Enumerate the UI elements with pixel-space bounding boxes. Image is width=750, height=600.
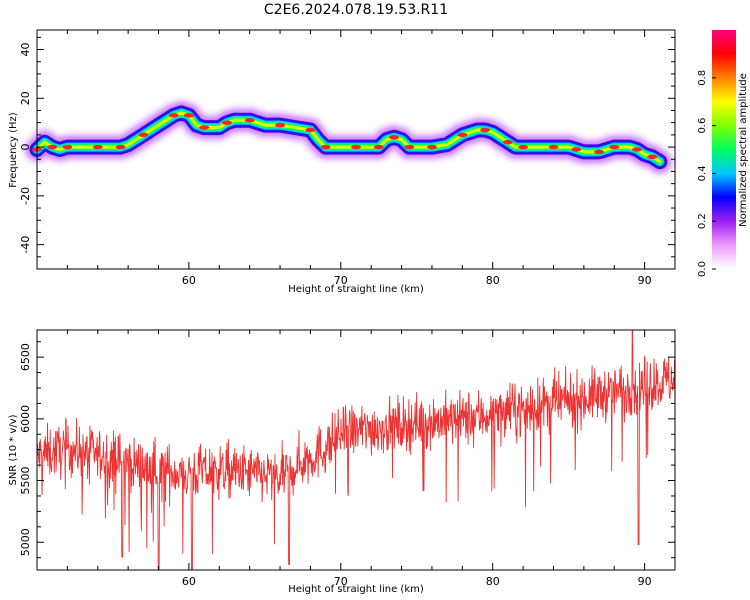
- snr-ytick-label: 6500: [19, 343, 32, 371]
- snr-ylabel: SNR (10 * v/v): [8, 414, 19, 485]
- spectrogram-ytick-label: 0: [19, 144, 32, 151]
- snr-xtick-label: 60: [182, 575, 196, 588]
- ridge-peak: [305, 127, 316, 133]
- ridge-peak: [320, 144, 331, 150]
- ridge-peak: [115, 144, 126, 150]
- ridge-peak: [480, 127, 491, 133]
- snr-xtick-label: 90: [638, 575, 652, 588]
- colorbar-label: Normalized spectral amplitude: [738, 73, 749, 227]
- colorbar-tick-label: 0.8: [697, 70, 708, 86]
- snr-line: [36, 329, 676, 571]
- ridge-peak: [548, 144, 559, 150]
- ridge-peak: [571, 147, 582, 152]
- ridge-peak: [647, 154, 658, 160]
- snr-series: [36, 329, 676, 571]
- ridge-peak: [502, 139, 513, 145]
- snr-xtick-label: 70: [334, 575, 348, 588]
- ridge-peak: [594, 149, 605, 155]
- snr-plot-area: [37, 330, 675, 570]
- colorbar: 0.0 0.2 0.4 0.6 0.8 Normalized spectral ampl…: [697, 30, 749, 277]
- ridge-peak: [518, 144, 529, 150]
- spectrogram-ytick-label: 20: [19, 91, 32, 105]
- colorbar-tick-label: 0.2: [697, 213, 708, 229]
- spectrogram-xtick-label: 90: [638, 274, 652, 287]
- spectrogram-ylabel: Frequency (Hz): [8, 112, 19, 188]
- ridge-peak: [609, 144, 620, 150]
- ridge-peak: [275, 122, 286, 128]
- spectrogram-xtick-label: 70: [334, 274, 348, 287]
- ridge-peak: [373, 144, 384, 150]
- spectrogram-ticks: 60 70 80 90 -40 -20 0 20 40: [19, 30, 676, 287]
- ridge-peak: [221, 120, 232, 125]
- spectrogram-xlabel: Height of straight line (km): [288, 284, 424, 295]
- colorbar-tick-label: 0.4: [697, 165, 708, 181]
- spectrogram-xtick-label: 60: [182, 274, 196, 287]
- snr-xlabel: Height of straight line (km): [288, 584, 424, 595]
- snr-ytick-label: 5500: [19, 467, 32, 495]
- ridge-peak: [199, 125, 210, 130]
- snr-ytick-label: 5000: [19, 528, 32, 556]
- ridge-peak: [404, 144, 415, 150]
- colorbar-scale: [712, 30, 736, 269]
- ridge-peak: [632, 147, 643, 152]
- ridge-peak: [138, 132, 149, 138]
- ridge-peak: [92, 144, 103, 150]
- ridge-peak: [388, 135, 399, 140]
- colorbar-ticks: 0.0 0.2 0.4 0.6 0.8: [697, 70, 716, 277]
- ridge-peak: [351, 144, 361, 150]
- snr-xtick-label: 80: [486, 575, 500, 588]
- spectrogram-xtick-label: 80: [486, 274, 500, 287]
- spectrogram-ytick-label: -20: [19, 187, 32, 205]
- spectrogram-panel: 60 70 80 90 -40 -20 0 20 40 Height of straight l…: [8, 29, 676, 295]
- ridge-peak: [168, 113, 179, 118]
- spectrogram-frame: [36, 29, 676, 270]
- ridge-peak: [62, 144, 73, 150]
- ridge-peak: [457, 132, 468, 138]
- figure-title: C2E6.2024.078.19.53.R11: [264, 2, 448, 18]
- spectral-ridge: [22, 97, 675, 177]
- colorbar-tick-label: 0.0: [697, 261, 708, 277]
- colorbar-tick-label: 0.6: [697, 118, 708, 134]
- ridge-peak: [47, 144, 58, 150]
- snr-ticks: 60 70 80 90 5000 5500 6000 6500: [19, 330, 676, 588]
- ridge-peak: [183, 113, 194, 118]
- spectrogram-ytick-label: 40: [19, 43, 32, 57]
- snr-ytick-label: 6000: [19, 405, 32, 433]
- ridge-peak: [426, 144, 437, 150]
- snr-panel: 60 70 80 90 5000 5500 6000 6500 Height of strai…: [8, 329, 676, 595]
- spectrogram-ytick-label: -40: [19, 236, 32, 254]
- ridge-peak: [244, 118, 255, 123]
